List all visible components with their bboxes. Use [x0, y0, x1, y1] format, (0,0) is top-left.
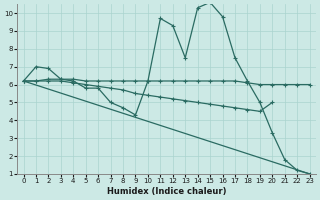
X-axis label: Humidex (Indice chaleur): Humidex (Indice chaleur): [107, 187, 226, 196]
